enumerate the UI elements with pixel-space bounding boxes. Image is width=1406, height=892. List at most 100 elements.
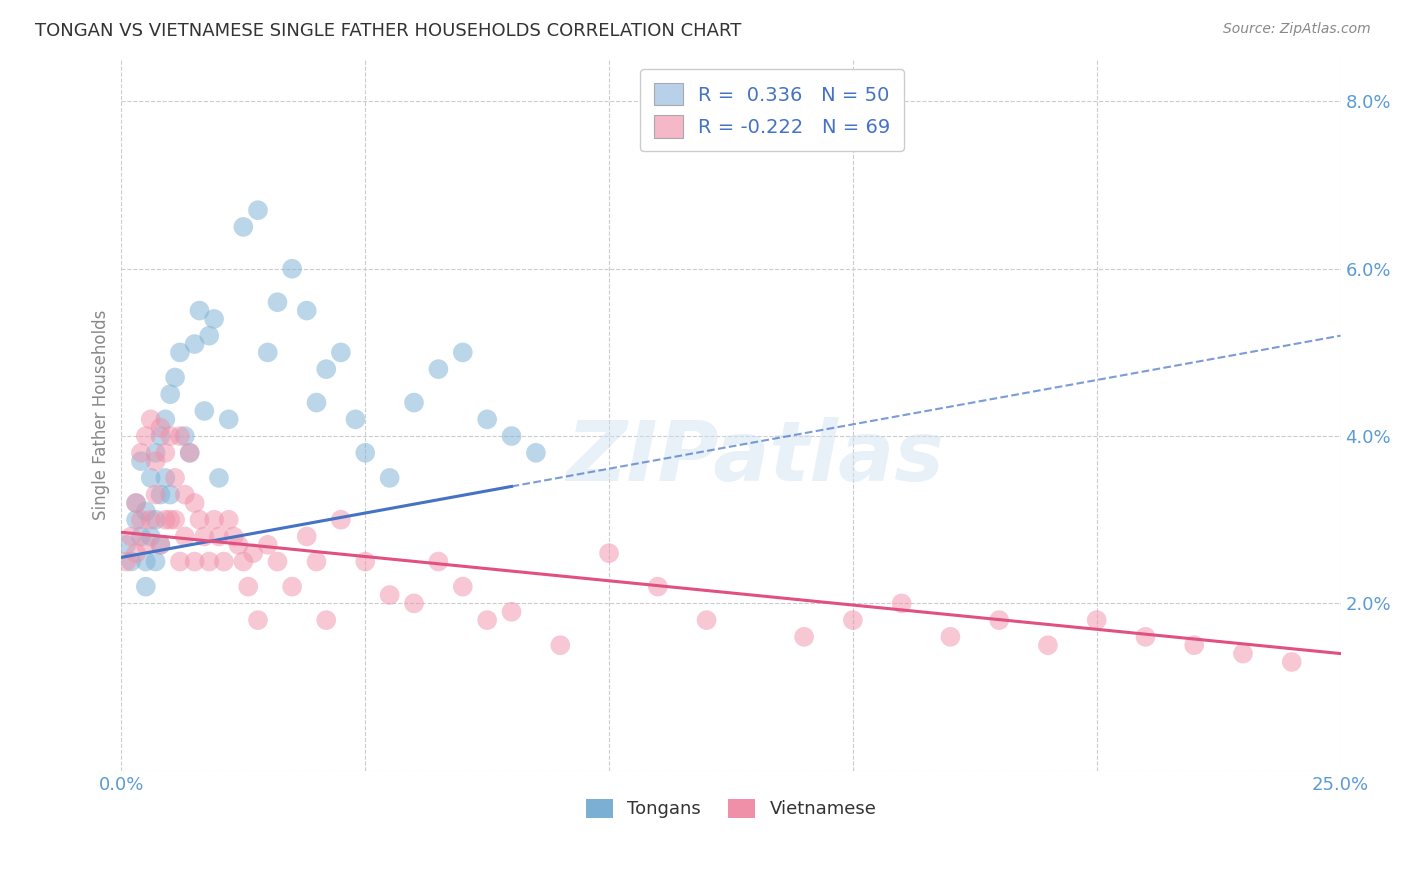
Point <box>939 630 962 644</box>
Point <box>501 605 523 619</box>
Point <box>159 387 181 401</box>
Point <box>329 513 352 527</box>
Point <box>238 580 260 594</box>
Point <box>378 588 401 602</box>
Point <box>120 555 142 569</box>
Point <box>266 555 288 569</box>
Point <box>222 529 245 543</box>
Point <box>246 613 269 627</box>
Point <box>208 471 231 485</box>
Point <box>315 613 337 627</box>
Point <box>451 345 474 359</box>
Point <box>179 446 201 460</box>
Point <box>193 404 215 418</box>
Point <box>598 546 620 560</box>
Point <box>173 529 195 543</box>
Point <box>344 412 367 426</box>
Point <box>145 488 167 502</box>
Point <box>315 362 337 376</box>
Point <box>212 555 235 569</box>
Point <box>173 429 195 443</box>
Point <box>202 513 225 527</box>
Point <box>149 420 172 434</box>
Point <box>295 303 318 318</box>
Point <box>115 555 138 569</box>
Point <box>193 529 215 543</box>
Legend: Tongans, Vietnamese: Tongans, Vietnamese <box>578 791 883 826</box>
Point <box>202 312 225 326</box>
Point <box>524 446 547 460</box>
Point <box>129 446 152 460</box>
Point <box>550 638 572 652</box>
Point <box>305 395 328 409</box>
Point <box>793 630 815 644</box>
Point <box>242 546 264 560</box>
Point <box>125 496 148 510</box>
Point <box>402 596 425 610</box>
Point <box>198 555 221 569</box>
Point <box>129 529 152 543</box>
Point <box>115 538 138 552</box>
Point <box>988 613 1011 627</box>
Point <box>378 471 401 485</box>
Point <box>218 513 240 527</box>
Point <box>1182 638 1205 652</box>
Point <box>135 538 157 552</box>
Point <box>1036 638 1059 652</box>
Point <box>149 538 172 552</box>
Point <box>208 529 231 543</box>
Point <box>129 513 152 527</box>
Point <box>139 513 162 527</box>
Point <box>451 580 474 594</box>
Point <box>155 471 177 485</box>
Point <box>155 513 177 527</box>
Text: ZIPatlas: ZIPatlas <box>567 417 945 499</box>
Point <box>354 446 377 460</box>
Point <box>169 345 191 359</box>
Point <box>135 429 157 443</box>
Point <box>165 513 187 527</box>
Point <box>1281 655 1303 669</box>
Y-axis label: Single Father Households: Single Father Households <box>93 310 110 520</box>
Point <box>354 555 377 569</box>
Point <box>139 529 162 543</box>
Point <box>427 555 450 569</box>
Point <box>188 513 211 527</box>
Point <box>427 362 450 376</box>
Point <box>139 471 162 485</box>
Text: Source: ZipAtlas.com: Source: ZipAtlas.com <box>1223 22 1371 37</box>
Point <box>125 546 148 560</box>
Point <box>183 555 205 569</box>
Point <box>890 596 912 610</box>
Point <box>120 529 142 543</box>
Point <box>1232 647 1254 661</box>
Point <box>218 412 240 426</box>
Point <box>475 613 498 627</box>
Point <box>159 429 181 443</box>
Point <box>295 529 318 543</box>
Point <box>475 412 498 426</box>
Point <box>179 446 201 460</box>
Point <box>305 555 328 569</box>
Point <box>266 295 288 310</box>
Point <box>139 412 162 426</box>
Point <box>501 429 523 443</box>
Point <box>125 496 148 510</box>
Point <box>183 337 205 351</box>
Point <box>155 412 177 426</box>
Point <box>232 555 254 569</box>
Point <box>842 613 865 627</box>
Point <box>135 580 157 594</box>
Point <box>169 555 191 569</box>
Point <box>183 496 205 510</box>
Point <box>145 555 167 569</box>
Point <box>135 504 157 518</box>
Point <box>696 613 718 627</box>
Point <box>149 538 172 552</box>
Point <box>165 471 187 485</box>
Point <box>647 580 669 594</box>
Text: TONGAN VS VIETNAMESE SINGLE FATHER HOUSEHOLDS CORRELATION CHART: TONGAN VS VIETNAMESE SINGLE FATHER HOUSE… <box>35 22 741 40</box>
Point <box>256 538 278 552</box>
Point <box>145 446 167 460</box>
Point <box>232 219 254 234</box>
